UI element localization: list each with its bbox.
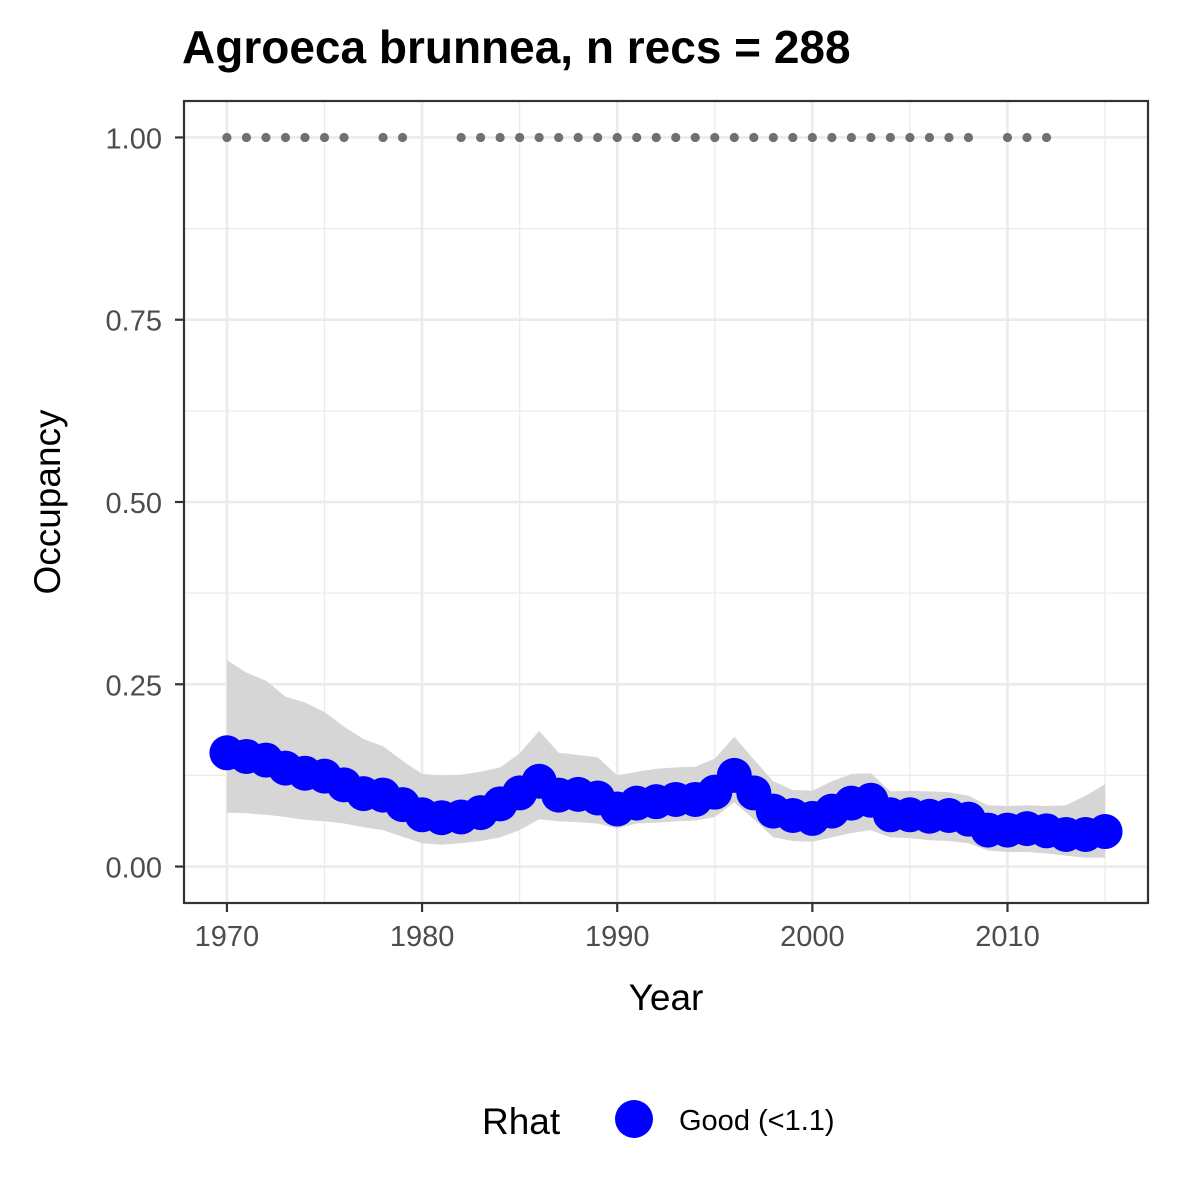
record-year-point [1022,132,1032,143]
legend: Rhat Good (<1.1) [482,1100,835,1142]
record-year-point [788,132,798,143]
record-year-point [534,132,544,143]
record-year-point [261,132,271,143]
x-tick-label: 1990 [585,921,650,953]
record-year-point [1002,132,1013,143]
y-tick-label: 0.00 [106,853,162,885]
x-tick-label: 2000 [780,921,845,953]
y-tick-label: 1.00 [106,123,162,155]
record-year-point [476,132,486,143]
record-year-point [319,132,330,143]
y-axis-title: Occupancy [27,409,68,595]
record-year-point [300,132,310,143]
record-year-point [729,132,739,143]
axes: 1970 1980 1990 2000 2010 0.00 0.25 0.50 0.75 1.00 [106,123,1040,953]
record-year-point [222,132,232,143]
record-year-point [710,132,720,143]
record-year-point [651,132,661,143]
legend-key-good [615,1100,653,1138]
record-year-point [749,132,759,143]
record-year-point [1041,132,1052,143]
record-year-point [397,132,408,143]
y-tick-label: 0.25 [106,670,162,702]
record-year-point [456,132,466,143]
record-year-point [924,132,935,143]
record-year-point [280,132,291,143]
record-year-point [690,132,700,143]
record-year-point [807,132,817,143]
record-year-point [241,132,252,143]
y-tick-label: 0.50 [106,488,162,520]
legend-label-good: Good (<1.1) [679,1105,835,1137]
record-year-points [222,132,1052,143]
record-year-point [671,132,681,143]
x-tick-label: 2010 [975,921,1040,953]
record-year-point [632,132,642,143]
record-year-point [905,132,915,143]
record-year-point [495,132,505,143]
record-year-point [846,132,856,143]
record-year-point [593,132,603,143]
record-year-point [339,132,349,143]
record-year-point [573,132,583,143]
record-year-point [554,132,564,143]
record-year-point [768,132,778,143]
x-axis-title: Year [629,977,704,1018]
record-year-point [378,132,388,143]
record-year-point [944,132,954,143]
record-year-point [612,132,622,143]
x-tick-label: 1970 [195,921,260,953]
legend-title: Rhat [482,1101,561,1142]
occupancy-point [1087,814,1123,850]
record-year-point [963,132,974,143]
y-tick-label: 0.75 [106,306,162,338]
record-year-point [827,132,837,143]
record-year-point [515,132,525,143]
record-year-point [885,132,896,143]
occupancy-series [209,735,1123,852]
chart-title: Agroeca brunnea, n recs = 288 [182,21,851,73]
record-year-point [866,132,876,143]
x-tick-label: 1980 [390,921,455,953]
